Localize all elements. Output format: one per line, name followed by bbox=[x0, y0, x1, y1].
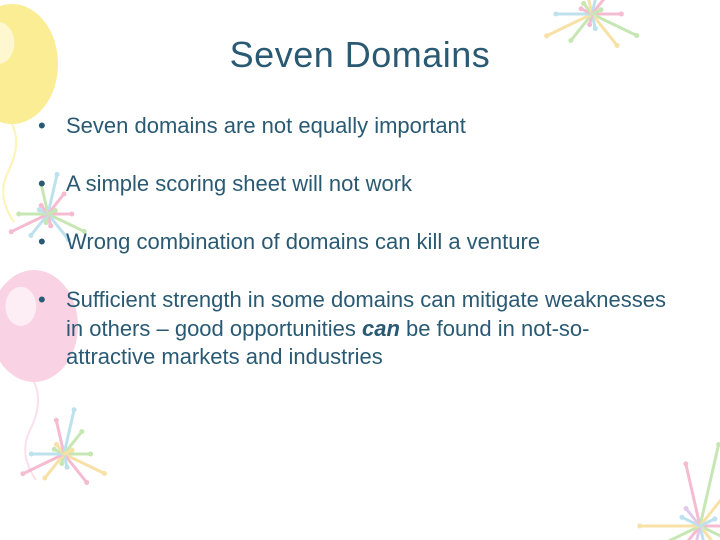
slide: Seven Domains Seven domains are not equa… bbox=[0, 0, 720, 540]
bullet-item: Wrong combination of domains can kill a … bbox=[36, 228, 672, 256]
bullet-item: Sufficient strength in some domains can … bbox=[36, 286, 672, 370]
bullet-text-emph: can bbox=[362, 316, 400, 341]
bullet-text: A simple scoring sheet will not work bbox=[66, 171, 412, 196]
slide-body: Seven domains are not equally important … bbox=[36, 112, 672, 401]
bullet-list: Seven domains are not equally important … bbox=[36, 112, 672, 371]
bullet-item: A simple scoring sheet will not work bbox=[36, 170, 672, 198]
bullet-text: Seven domains are not equally important bbox=[66, 113, 466, 138]
bullet-item: Seven domains are not equally important bbox=[36, 112, 672, 140]
bullet-text: Wrong combination of domains can kill a … bbox=[66, 229, 540, 254]
slide-title: Seven Domains bbox=[0, 34, 720, 76]
